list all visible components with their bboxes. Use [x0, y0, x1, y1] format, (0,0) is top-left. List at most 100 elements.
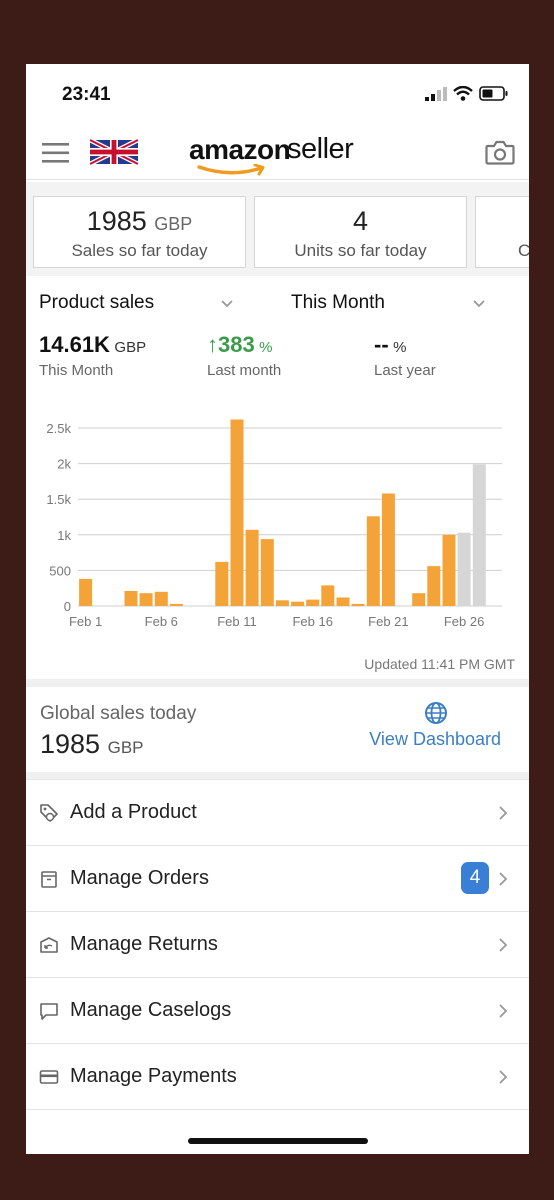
chevron-down-icon	[473, 300, 485, 308]
chart-bar	[336, 597, 350, 606]
x-tick-label: Feb 21	[368, 614, 408, 629]
metric-dropdown[interactable]: Product sales	[39, 292, 239, 320]
kpi-label: Units so far today	[294, 241, 427, 260]
kpi-label: Sales so far today	[71, 241, 208, 260]
view-dashboard-link[interactable]: View Dashboard	[369, 729, 501, 749]
chart-bar	[381, 493, 395, 606]
kpi-card-sales[interactable]: 1985 GBP Sales so far today	[33, 196, 246, 268]
stat-last-year: -- % Last year	[374, 332, 436, 379]
menu-bottom-border	[26, 1109, 529, 1111]
kpi-value: 4	[352, 206, 369, 236]
credit-card-icon	[39, 1070, 59, 1084]
chart-bar	[275, 600, 289, 606]
menu-item-label: Manage Returns	[70, 933, 218, 955]
menu-item-manage-payments[interactable]: Manage Payments	[26, 1043, 529, 1109]
chart-bar	[457, 532, 471, 606]
chart-bar	[154, 591, 168, 606]
x-tick-label: Feb 6	[145, 614, 178, 629]
kpi-value: 1985 GBP	[86, 206, 193, 236]
menu-item-label: Add a Product	[70, 801, 197, 823]
menu-list: Add a Product Manage Orders 4 Manage Ret…	[26, 779, 529, 1111]
section-divider	[26, 679, 529, 687]
chart-bar	[472, 464, 486, 606]
kpi-value	[476, 206, 529, 237]
phone-screen: 23:41	[26, 64, 529, 1154]
chart-bar	[321, 585, 335, 606]
global-sales-label: Global sales today	[40, 703, 197, 724]
menu-item-manage-orders[interactable]: Manage Orders 4	[26, 845, 529, 911]
sales-bar-chart: 0 500 1k 1.5k 2k 2.5k Feb 1 Feb 6 Feb 11 Feb 16 Fe…	[46, 419, 502, 629]
chevron-right-icon	[499, 1070, 508, 1084]
updated-timestamp: Updated 11:41 PM GMT	[364, 656, 515, 672]
y-tick-label: 1k	[57, 528, 71, 543]
signal-icon	[425, 86, 447, 101]
menu-item-label: Manage Payments	[70, 1065, 237, 1087]
x-tick-label: Feb 16	[292, 614, 332, 629]
kpi-label: C	[518, 241, 529, 260]
box-icon	[41, 871, 57, 888]
menu-item-manage-caselogs[interactable]: Manage Caselogs	[26, 977, 529, 1043]
global-sales-value: 1985 GBP	[40, 729, 144, 759]
status-bar: 23:41	[26, 64, 529, 114]
y-tick-label: 2k	[57, 457, 71, 472]
x-tick-label: Feb 26	[444, 614, 484, 629]
chart-bar	[351, 603, 365, 606]
period-dropdown-label: This Month	[291, 292, 385, 313]
chart-bar	[79, 578, 93, 606]
chevron-right-icon	[499, 938, 508, 952]
hamburger-menu-icon[interactable]	[42, 142, 70, 164]
stat-last-month: ↑383 % Last month	[207, 332, 282, 379]
tag-icon	[40, 804, 58, 822]
home-indicator[interactable]	[188, 1138, 368, 1144]
global-sales-section: Global sales today 1985 GBP View Dashboa…	[26, 687, 529, 772]
chart-bar	[215, 561, 229, 606]
chart-bar	[260, 539, 274, 606]
chart-bar	[427, 566, 441, 606]
period-dropdown[interactable]: This Month	[291, 292, 491, 320]
chart-bar	[306, 599, 320, 606]
menu-item-manage-returns[interactable]: Manage Returns	[26, 911, 529, 977]
chevron-right-icon	[499, 806, 508, 820]
return-box-icon	[40, 937, 58, 953]
menu-item-label: Manage Orders	[70, 867, 209, 889]
chevron-down-icon	[221, 300, 233, 308]
kpi-card-partial[interactable]: C	[475, 196, 529, 268]
up-arrow-icon: ↑	[207, 332, 218, 357]
status-time: 23:41	[62, 84, 111, 105]
wifi-icon	[453, 86, 473, 101]
chevron-right-icon	[499, 1004, 508, 1018]
section-divider	[26, 772, 529, 780]
chevron-right-icon	[499, 872, 508, 886]
menu-item-add-product[interactable]: Add a Product	[26, 779, 529, 845]
y-tick-label: 1.5k	[46, 492, 71, 507]
camera-icon[interactable]	[485, 138, 515, 166]
stat-this-month: 14.61K GBP This Month	[39, 332, 147, 379]
x-tick-label: Feb 1	[69, 614, 102, 629]
menu-item-label: Manage Caselogs	[70, 999, 232, 1021]
chart-bar	[245, 529, 259, 606]
chart-bar	[442, 534, 456, 606]
x-tick-label: Feb 11	[217, 614, 257, 629]
y-tick-label: 0	[64, 599, 71, 614]
chart-bar	[169, 603, 183, 606]
metric-dropdown-label: Product sales	[39, 292, 155, 313]
kpi-carousel[interactable]: 1985 GBP Sales so far today 4 Units so f…	[26, 182, 529, 276]
chart-bar	[139, 593, 153, 606]
chart-bar	[230, 419, 244, 606]
sales-chart-section: Product sales This Month 14.61K GBP This…	[26, 276, 529, 679]
chat-bubble-icon	[40, 1003, 58, 1020]
app-header: amazon seller	[26, 124, 529, 180]
chart-bar	[124, 591, 138, 606]
uk-flag-icon[interactable]	[90, 138, 138, 166]
chart-bar	[366, 516, 380, 606]
globe-icon[interactable]	[424, 701, 448, 725]
y-tick-label: 2.5k	[46, 421, 71, 436]
battery-icon	[479, 86, 508, 101]
y-tick-label: 500	[49, 563, 71, 578]
orders-count-badge: 4	[461, 862, 489, 894]
status-icons	[425, 86, 509, 101]
kpi-card-units[interactable]: 4 Units so far today	[254, 196, 467, 268]
chart-bar	[412, 593, 426, 606]
chart-bar	[291, 601, 305, 606]
amazon-seller-logo: amazon seller	[189, 130, 365, 176]
